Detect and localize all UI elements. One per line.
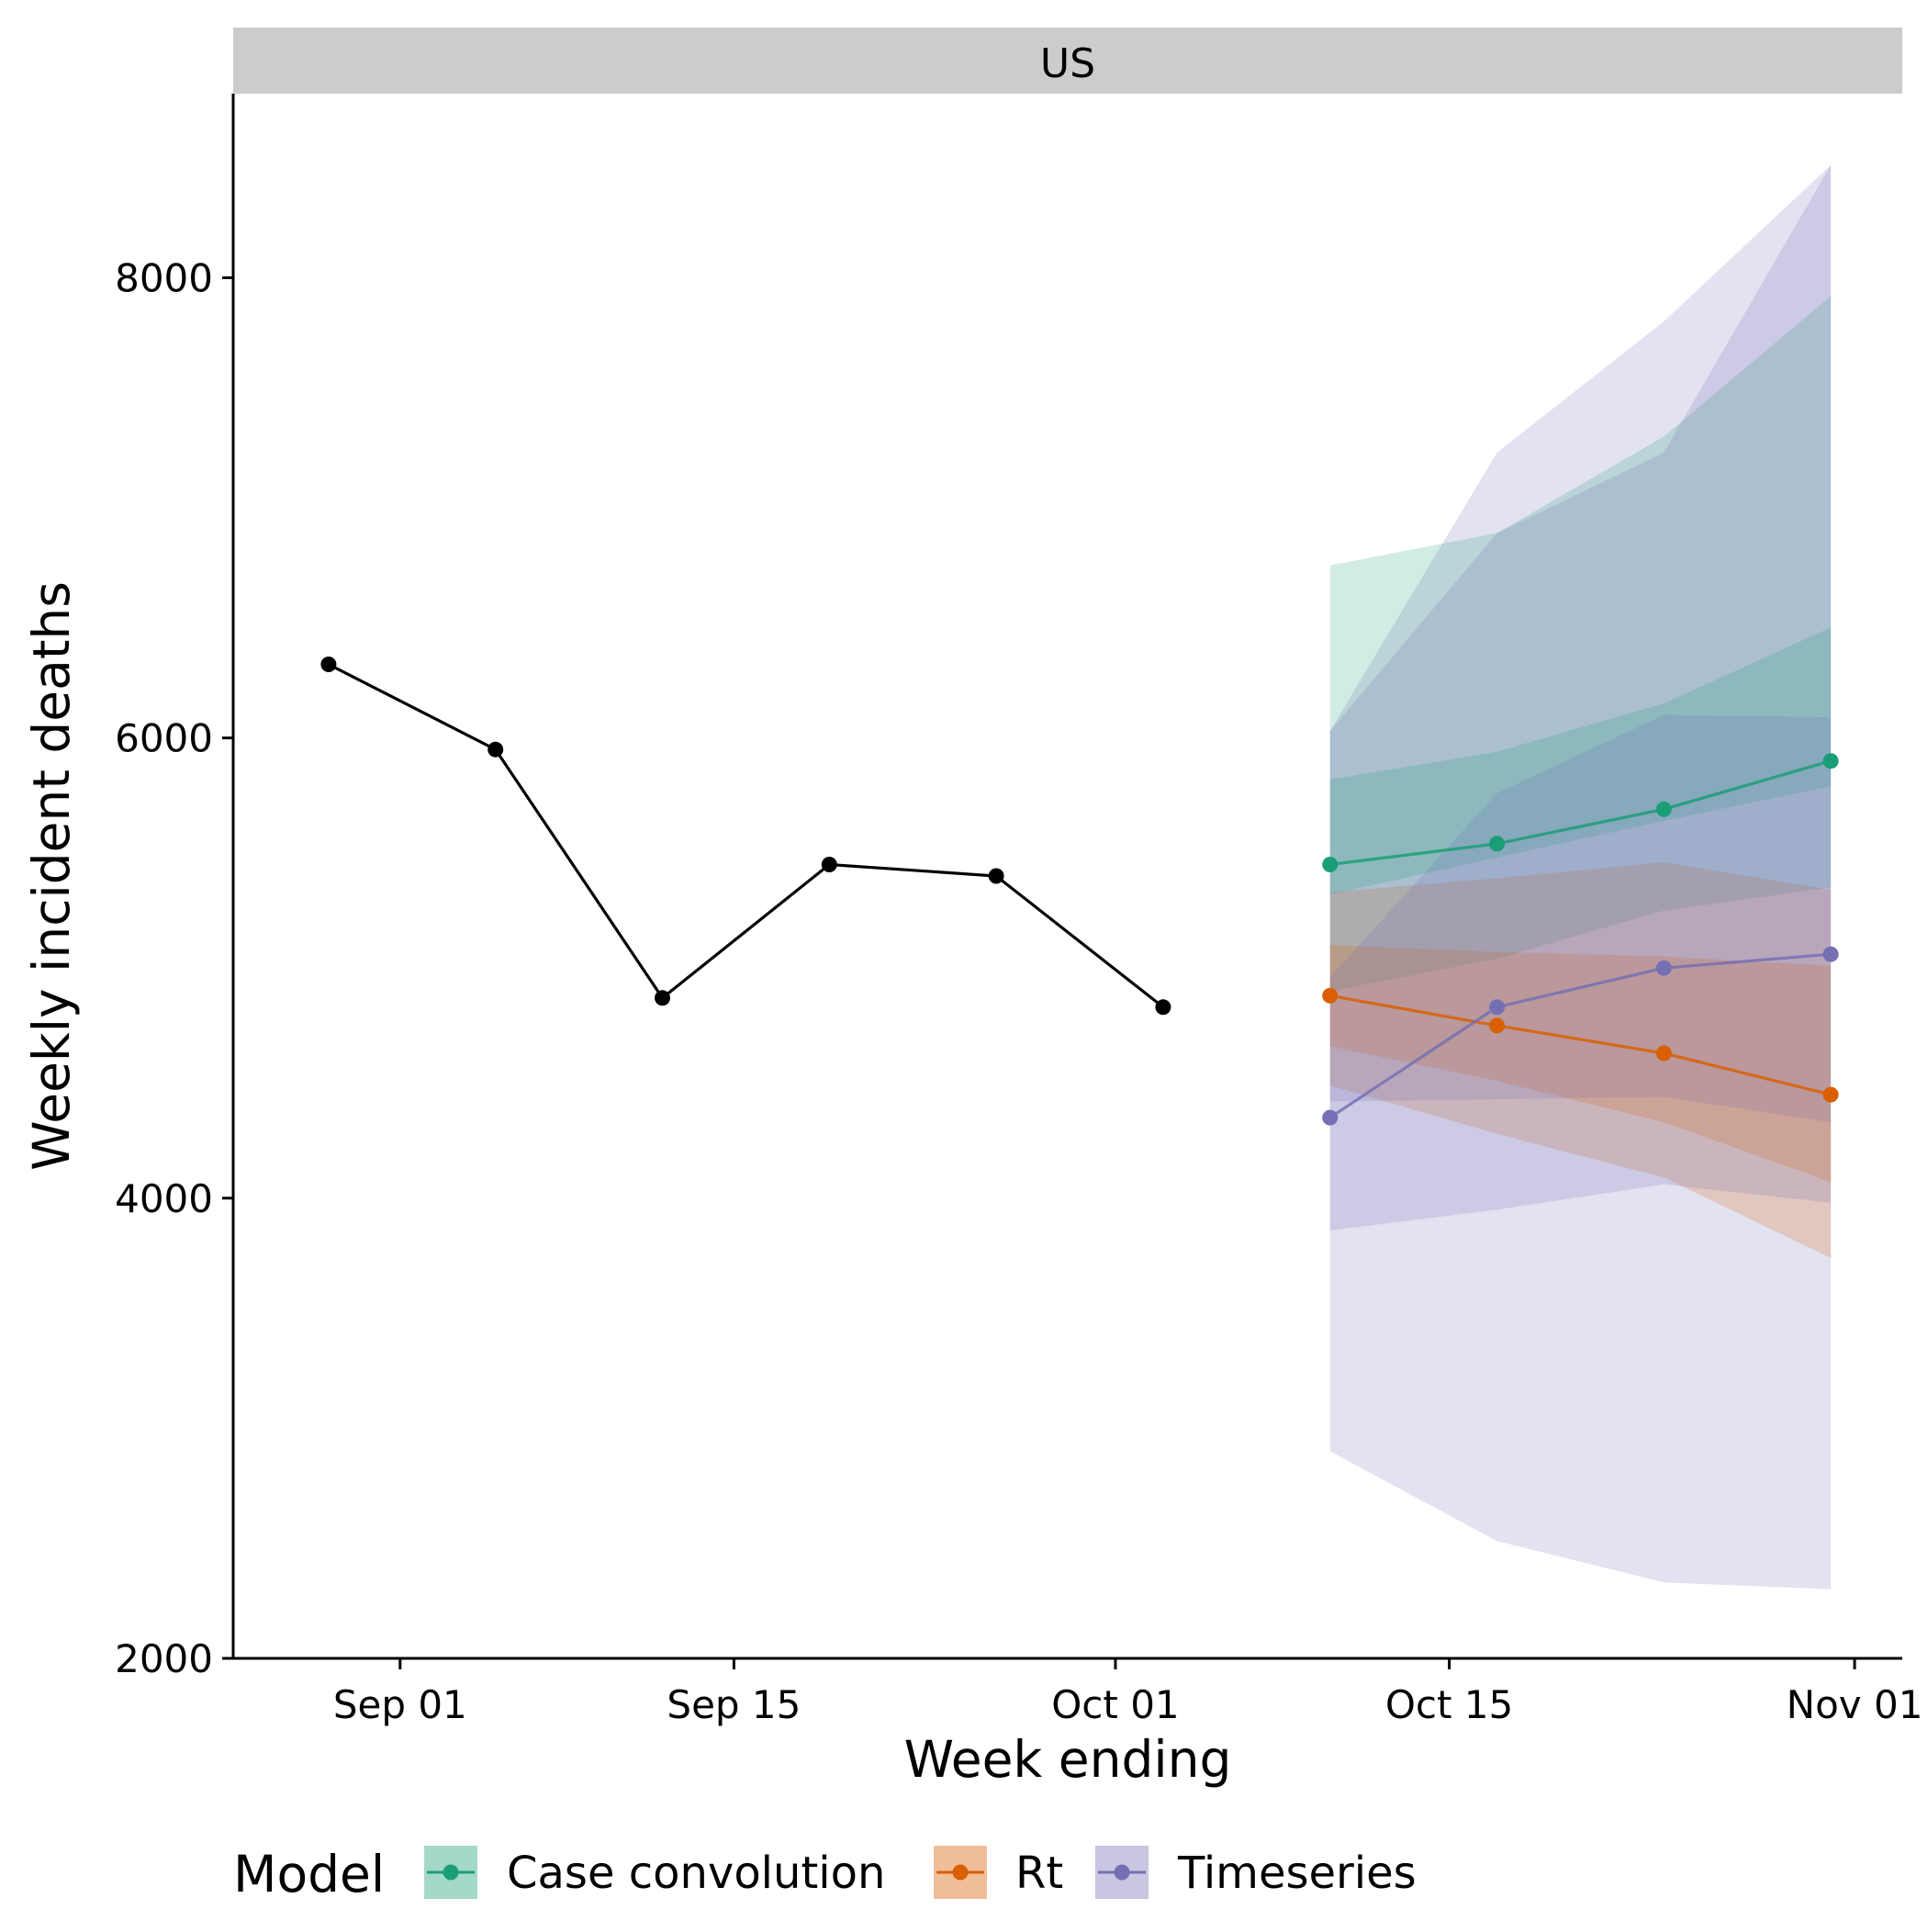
y-axis-title: Weekly incident deaths <box>22 581 81 1171</box>
facet-strip-label: US <box>1040 40 1095 87</box>
rt-median-point <box>1322 987 1339 1004</box>
series-points <box>320 657 1839 1126</box>
x-tick-label: Oct 15 <box>1385 1682 1513 1727</box>
case-convolution-median-line <box>1329 759 1832 867</box>
rt-median-point <box>1655 1045 1672 1061</box>
observed-point <box>488 741 504 758</box>
legend-item-rt: Rt <box>934 1846 1063 1899</box>
timeseries-median-point <box>1655 960 1672 976</box>
observed-point <box>1155 999 1171 1016</box>
case-convolution-median-point <box>1322 857 1339 872</box>
legend-label-rt: Rt <box>1015 1848 1063 1899</box>
x-axis-title: Week ending <box>904 1730 1232 1789</box>
timeseries-wide-interval-band <box>1329 164 1832 1589</box>
timeseries-median-point <box>1322 1109 1339 1126</box>
observed-point <box>655 990 670 1006</box>
rt-median-point <box>1489 1017 1505 1034</box>
timeseries-median-point <box>1822 946 1839 962</box>
timeseries-median-line <box>1328 952 1832 1119</box>
observed-point <box>821 857 837 872</box>
x-tick-label: Oct 01 <box>1051 1682 1179 1727</box>
series-lines <box>328 663 1832 1119</box>
timeseries-inner-interval-band <box>1329 714 1832 1123</box>
legend-label-case-convolution: Case convolution <box>507 1848 885 1899</box>
rt-median-point <box>1822 1086 1839 1103</box>
legend-key-point-case-convolution <box>443 1864 459 1881</box>
forecast-bands <box>1329 164 1832 1589</box>
x-tick-label: Sep 15 <box>667 1682 801 1727</box>
observed-line <box>328 663 1164 1009</box>
case-convolution-outer-interval-band <box>1329 296 1832 992</box>
facet-strip-background <box>233 28 1902 94</box>
legend: Model Case convolution Rt Timeseries <box>233 1845 1417 1904</box>
y-tick-label: 8000 <box>115 255 213 300</box>
x-axis-ticks: Sep 01 Sep 15 Oct 01 Oct 15 Nov 01 <box>333 1658 1923 1727</box>
x-tick-label: Nov 01 <box>1787 1682 1923 1727</box>
legend-title: Model <box>233 1845 385 1904</box>
y-tick-label: 6000 <box>115 716 213 761</box>
case-convolution-inner-interval-band <box>1329 627 1832 894</box>
legend-label-timeseries: Timeseries <box>1177 1848 1417 1899</box>
observed-point <box>988 868 1004 884</box>
case-convolution-median-point <box>1489 836 1505 852</box>
axes <box>231 94 1902 1660</box>
timeseries-median-point <box>1489 999 1505 1016</box>
facet-strip: US <box>233 28 1902 94</box>
legend-key-point-rt <box>952 1864 969 1881</box>
rt-inner-interval-band <box>1329 945 1832 1183</box>
legend-key-point-timeseries <box>1114 1864 1130 1881</box>
legend-item-timeseries: Timeseries <box>1095 1846 1417 1899</box>
y-tick-label: 4000 <box>115 1176 213 1221</box>
case-convolution-median-point <box>1822 753 1839 769</box>
y-axis-ticks: 2000 4000 6000 8000 <box>115 255 233 1681</box>
x-tick-label: Sep 01 <box>333 1682 467 1727</box>
rt-median-line <box>1329 994 1832 1096</box>
observed-point <box>320 657 337 672</box>
legend-item-case-convolution: Case convolution <box>424 1846 885 1899</box>
rt-outer-interval-band <box>1329 862 1832 1258</box>
case-convolution-median-point <box>1655 801 1672 817</box>
y-tick-label: 2000 <box>115 1636 213 1681</box>
